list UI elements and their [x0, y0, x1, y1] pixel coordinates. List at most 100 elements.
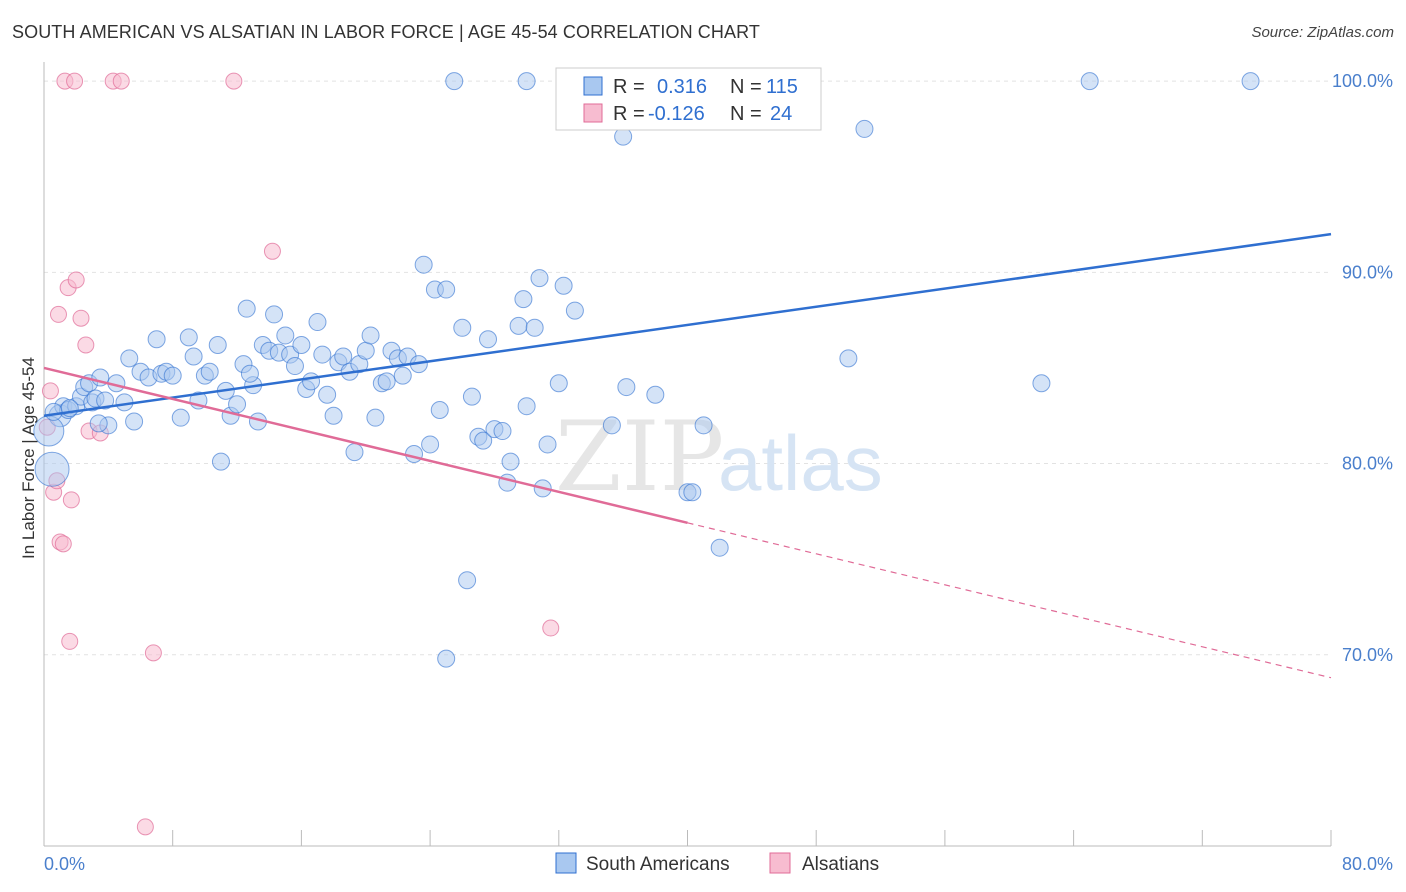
south-american-point	[839, 349, 858, 368]
legend-swatch-alsatians	[769, 852, 791, 874]
south-american-point	[509, 316, 528, 335]
south-american-point	[565, 301, 584, 320]
y-axis-title: In Labor Force | Age 45-54	[19, 357, 38, 559]
south-american-point	[356, 341, 375, 360]
south-american-point	[474, 431, 493, 450]
south-american-point	[302, 372, 321, 391]
south-american-point	[285, 357, 304, 376]
south-american-point	[377, 372, 396, 391]
source-label: Source: ZipAtlas.com	[1251, 24, 1394, 41]
south-american-point	[308, 313, 327, 332]
south-american-point	[530, 269, 549, 288]
south-american-point	[1241, 72, 1260, 91]
south-american-point	[292, 336, 311, 355]
alsatian-point	[144, 644, 162, 662]
alsatian-point	[112, 72, 130, 90]
series-legend: South Americans Alsatians	[555, 852, 879, 875]
south-american-point	[462, 387, 481, 406]
south-american-trend-line	[43, 232, 1332, 417]
alsatian-trend-line	[43, 366, 688, 525]
alsatian-point	[66, 72, 84, 90]
south-american-point	[120, 349, 139, 368]
x-tick-label: 0.0%	[44, 854, 85, 874]
south-american-point	[498, 473, 517, 492]
south-american-point	[617, 378, 636, 397]
alsatian-trend-extension	[687, 522, 1332, 679]
south-american-point	[208, 336, 227, 355]
south-american-point	[1032, 374, 1051, 393]
south-american-point	[453, 318, 472, 337]
alsatian-points	[38, 72, 560, 836]
legend-r-label: R =	[613, 103, 645, 125]
alsatian-point	[67, 271, 85, 289]
south-american-point	[334, 347, 353, 366]
south-american-point	[493, 422, 512, 441]
alsatian-point	[49, 305, 67, 323]
south-american-point	[683, 483, 702, 502]
south-american-point	[405, 445, 424, 463]
south-american-point	[318, 385, 337, 404]
y-tick-labels: 100.0% 90.0% 80.0% 70.0%	[1332, 71, 1393, 665]
legend-swatch-south-american	[583, 76, 603, 96]
y-tick-label: 100.0%	[1332, 71, 1393, 91]
alsatian-point	[136, 818, 154, 836]
x-tick-labels: 0.0% 80.0%	[44, 854, 1393, 874]
legend-r-value: -0.126	[648, 103, 705, 125]
legend-swatch-south-americans	[555, 852, 577, 874]
legend-n-value: 115	[766, 76, 798, 98]
south-american-point	[96, 391, 115, 410]
south-american-point	[33, 415, 65, 447]
south-american-point	[393, 366, 412, 385]
south-american-point	[171, 408, 190, 427]
south-american-point	[179, 328, 198, 347]
south-american-point	[211, 452, 230, 471]
legend-label-south-americans: South Americans	[586, 854, 730, 875]
alsatian-point	[41, 382, 59, 400]
watermark: ZIP atlas	[555, 401, 883, 513]
y-tick-label: 70.0%	[1342, 645, 1393, 665]
legend-n-label: N =	[730, 76, 762, 98]
alsatian-point	[61, 632, 79, 650]
south-american-point	[538, 435, 557, 454]
alsatian-point	[263, 242, 281, 260]
stats-legend: R = 0.316 N = 115 R = -0.126 N = 24	[555, 67, 822, 131]
south-american-point	[324, 406, 343, 425]
south-american-point	[313, 345, 332, 364]
south-american-point	[554, 276, 573, 295]
south-american-point	[614, 127, 633, 146]
chart-title: SOUTH AMERICAN VS ALSATIAN IN LABOR FORC…	[12, 22, 760, 42]
south-american-point	[458, 571, 477, 590]
south-american-point	[265, 305, 284, 324]
south-american-point	[445, 72, 464, 91]
legend-swatch-alsatian	[583, 103, 603, 123]
south-american-point	[710, 538, 729, 557]
alsatian-point	[77, 336, 95, 354]
legend-r-value: 0.316	[657, 76, 707, 98]
south-american-point	[345, 443, 364, 462]
south-american-point	[34, 451, 70, 487]
y-tick-label: 80.0%	[1342, 454, 1393, 474]
south-american-point	[237, 299, 256, 318]
alsatian-point	[54, 535, 72, 553]
south-american-point	[44, 402, 63, 421]
south-american-point	[501, 452, 520, 471]
south-american-point	[276, 326, 295, 345]
south-american-point	[602, 416, 621, 435]
south-american-point	[437, 280, 456, 299]
x-tick-label: 80.0%	[1342, 854, 1393, 874]
south-american-point	[514, 290, 533, 309]
alsatian-point	[72, 309, 90, 327]
south-american-point	[228, 395, 247, 414]
south-american-point	[517, 397, 536, 416]
south-american-point	[430, 401, 449, 420]
y-tick-label: 90.0%	[1342, 262, 1393, 282]
alsatian-point	[62, 491, 80, 509]
south-american-point	[525, 318, 544, 337]
south-american-point	[855, 119, 874, 138]
south-american-point	[366, 408, 385, 427]
south-american-point	[89, 414, 108, 433]
south-american-point	[479, 330, 498, 349]
south-american-point	[517, 72, 536, 91]
legend-label-alsatians: Alsatians	[802, 854, 879, 875]
